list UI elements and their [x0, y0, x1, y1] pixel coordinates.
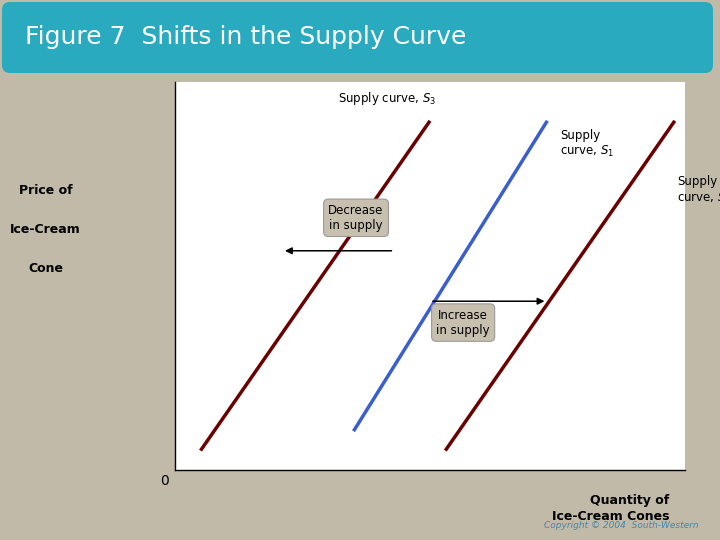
Text: 0: 0: [160, 474, 168, 488]
Text: Cone: Cone: [28, 262, 63, 275]
FancyBboxPatch shape: [2, 2, 713, 73]
Text: Copyright © 2004  South-Western: Copyright © 2004 South-Western: [544, 521, 698, 530]
Text: Decrease
in supply: Decrease in supply: [328, 204, 384, 232]
Text: Quantity of: Quantity of: [590, 494, 670, 507]
Text: Supply
curve, $S_2$: Supply curve, $S_2$: [678, 176, 720, 206]
Text: Increase
in supply: Increase in supply: [436, 308, 490, 336]
Text: Ice-Cream: Ice-Cream: [10, 223, 81, 236]
Text: Supply curve, $S_3$: Supply curve, $S_3$: [338, 90, 436, 107]
Text: Ice-Cream Cones: Ice-Cream Cones: [552, 510, 670, 523]
Text: Figure 7  Shifts in the Supply Curve: Figure 7 Shifts in the Supply Curve: [25, 25, 467, 49]
Text: Price of: Price of: [19, 184, 72, 197]
Text: Supply
curve, $S_1$: Supply curve, $S_1$: [560, 129, 614, 159]
